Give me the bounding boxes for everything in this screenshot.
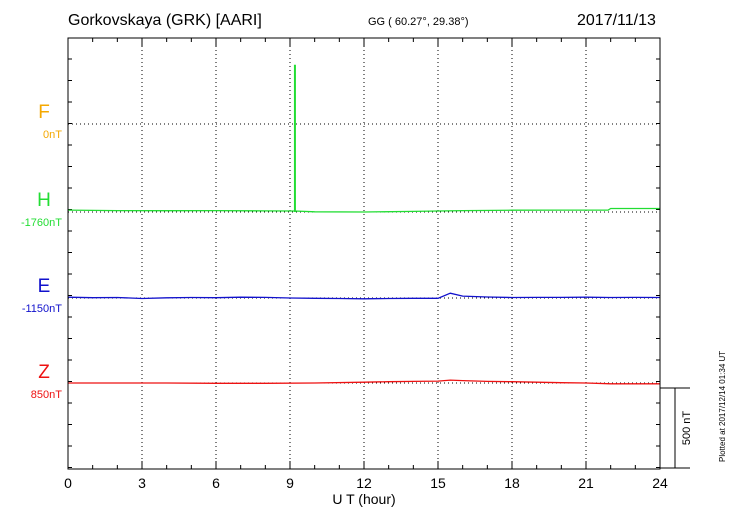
x-axis-title: U T (hour) — [332, 491, 395, 507]
grid-lines — [68, 38, 660, 469]
date-label: 2017/11/13 — [577, 12, 656, 29]
series-line-H — [67, 207, 660, 213]
x-tick-label: 18 — [504, 475, 520, 491]
series-name-F: F — [38, 102, 50, 123]
series-baseline-Z: 850nT — [31, 389, 62, 401]
x-tick-label: 0 — [64, 475, 72, 491]
series-line-E — [67, 292, 661, 300]
x-tick-label: 3 — [138, 475, 146, 491]
x-tick-label: 6 — [212, 475, 220, 491]
x-tick-label: 15 — [430, 475, 446, 491]
series-name-E: E — [38, 276, 51, 297]
series-name-Z: Z — [38, 362, 50, 383]
series-baseline-F: 0nT — [43, 129, 62, 141]
data-series — [67, 64, 661, 385]
x-tick-label: 9 — [286, 475, 294, 491]
series-name-H: H — [37, 190, 51, 211]
x-tick-label: 24 — [652, 475, 668, 491]
axis-ticks — [67, 38, 661, 469]
axis-labels: 0 3 6 9 12 15 18 21 24 U T (hour) F 0nT H -1760nT E -11… — [21, 102, 668, 507]
series-baseline-E: -1150nT — [22, 303, 62, 315]
series-line-Z — [68, 379, 660, 385]
scale-bar-label: 500 nT — [681, 411, 693, 446]
x-tick-label: 12 — [356, 475, 372, 491]
plot-frame — [67, 37, 661, 470]
station-title: Gorkovskaya (GRK) [AARI] — [68, 12, 262, 29]
coordinates-label: GG ( 60.27°, 29.38°) — [368, 16, 469, 28]
series-baseline-H: -1760nT — [21, 217, 62, 229]
scale-bar: 500 nT — [660, 387, 693, 469]
x-tick-label: 21 — [578, 475, 594, 491]
